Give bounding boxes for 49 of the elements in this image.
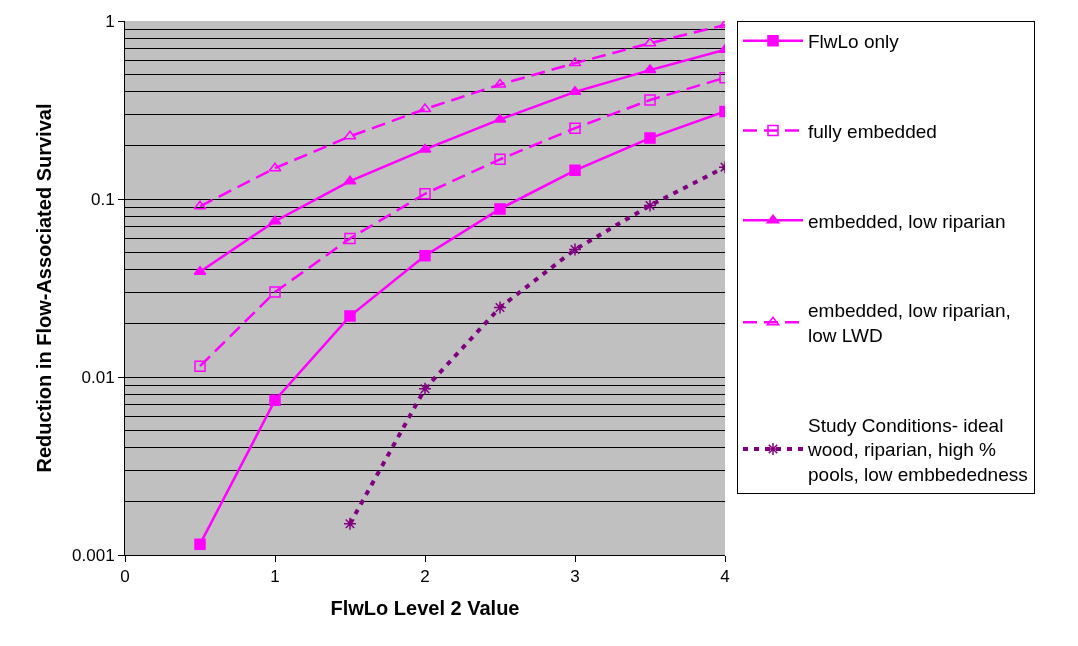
point xyxy=(343,130,357,140)
point xyxy=(569,122,581,134)
x-tick-label: 4 xyxy=(720,567,730,587)
point xyxy=(643,37,657,47)
point xyxy=(193,266,207,276)
point xyxy=(418,381,432,396)
point xyxy=(494,153,506,166)
x-tick-label: 1 xyxy=(270,567,280,587)
point xyxy=(418,103,432,113)
y-tick-label: 1 xyxy=(105,11,115,31)
x-tick-label: 0 xyxy=(120,567,130,587)
point xyxy=(269,394,281,407)
legend-label: embedded, low riparian, low LWD xyxy=(808,300,1011,347)
legend-label: fully embedded xyxy=(808,120,937,142)
y-axis-title: Reduction in Flow-Associated Survival xyxy=(32,103,55,473)
point xyxy=(344,310,356,322)
point xyxy=(343,175,357,185)
y-tick-label: 0.01 xyxy=(81,367,115,387)
x-axis-title: FlwLo Level 2 Value xyxy=(330,596,520,619)
point xyxy=(568,57,582,67)
point xyxy=(569,164,581,177)
point xyxy=(493,300,507,315)
point xyxy=(194,360,206,372)
point xyxy=(644,132,656,144)
legend-label: Study Conditions- ideal wood, riparian, high % pools, low embbededness xyxy=(807,414,1028,486)
point xyxy=(643,198,657,213)
point xyxy=(194,538,206,550)
point xyxy=(193,200,207,210)
point xyxy=(418,143,432,153)
x-tick-label: 3 xyxy=(570,567,580,587)
point xyxy=(343,516,357,531)
point xyxy=(344,232,356,245)
point xyxy=(644,94,656,106)
point xyxy=(493,78,507,88)
point xyxy=(568,86,582,96)
point xyxy=(568,242,582,257)
x-tick-label: 2 xyxy=(420,567,430,587)
point xyxy=(419,188,431,200)
y-tick-label: 0.001 xyxy=(72,545,115,565)
point xyxy=(268,215,282,225)
legend-label: embedded, low riparian xyxy=(808,210,1006,232)
point xyxy=(494,203,506,215)
y-tick-label: 0.1 xyxy=(90,189,115,209)
point xyxy=(419,249,431,262)
point xyxy=(493,113,507,123)
legend-label: FlwLo only xyxy=(808,31,900,53)
point xyxy=(269,286,281,298)
point xyxy=(643,64,657,74)
point xyxy=(268,162,282,172)
